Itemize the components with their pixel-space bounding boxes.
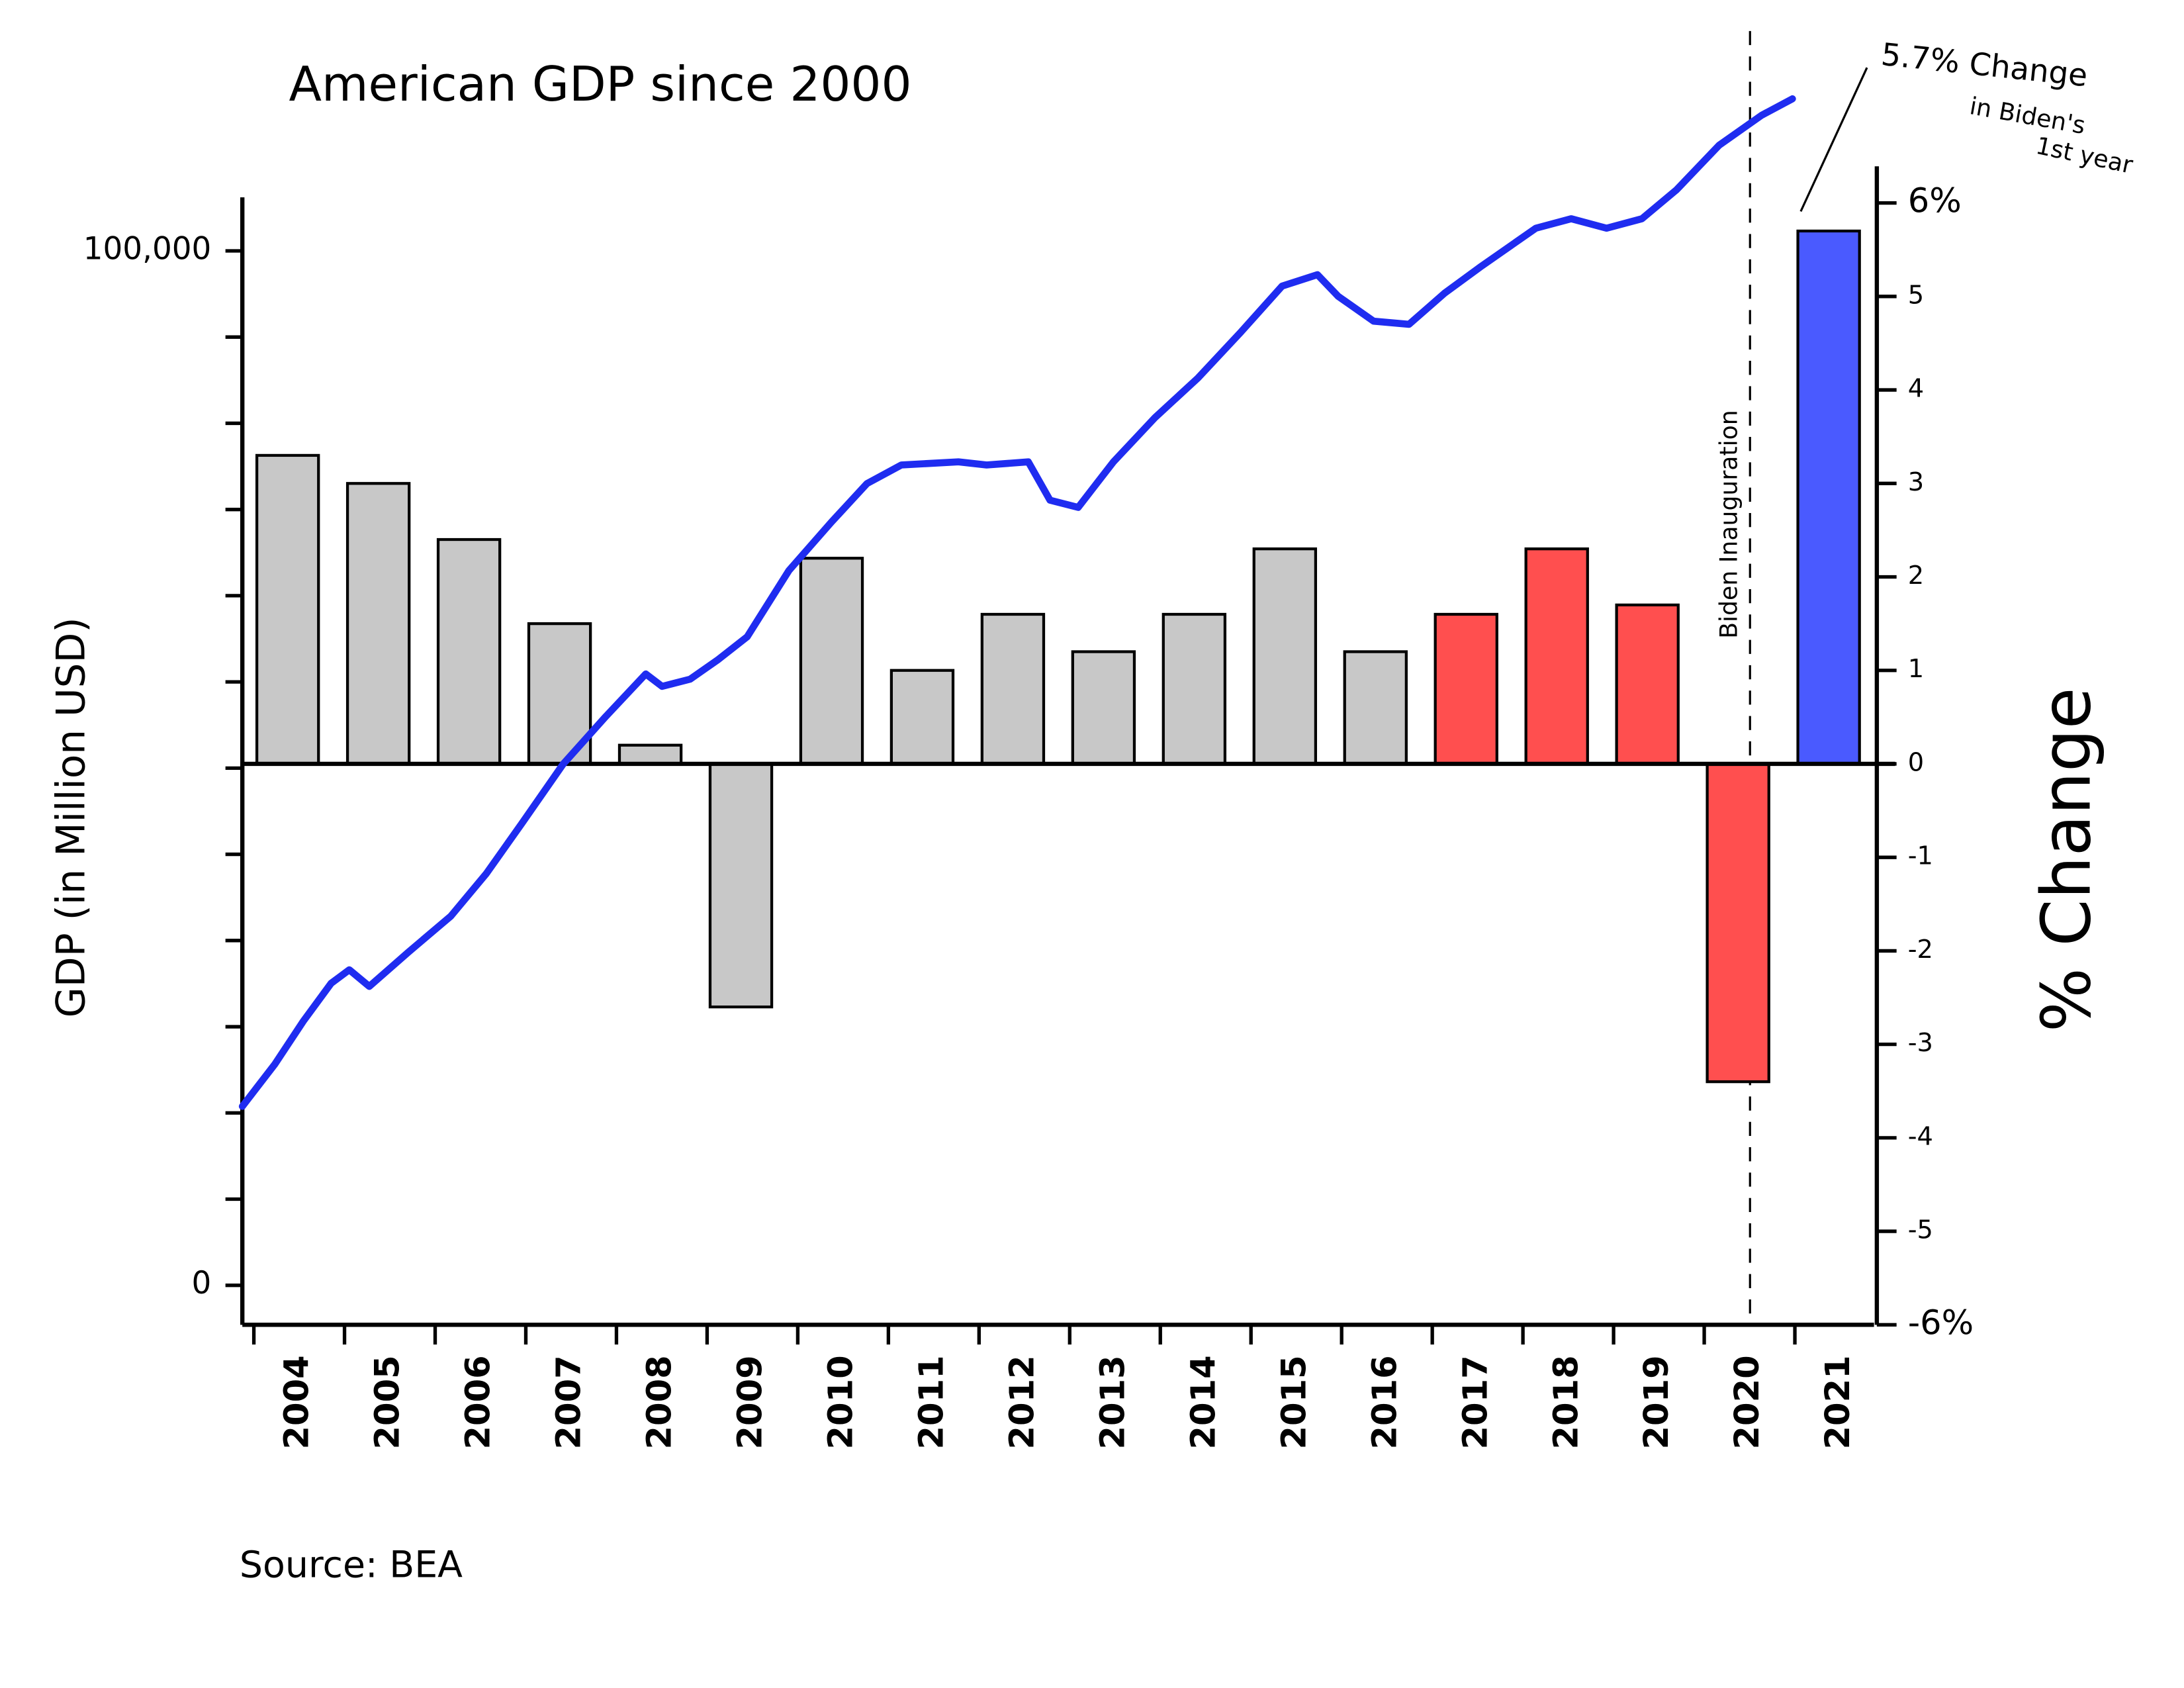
bar xyxy=(889,669,955,766)
y2-tick-label: 6% xyxy=(1908,182,1962,221)
x-tick-label: 2015 xyxy=(1275,1355,1314,1449)
bar xyxy=(980,612,1046,766)
x-tick-label: 2008 xyxy=(641,1355,680,1449)
chart-title: American GDP since 2000 xyxy=(289,57,911,113)
x-tick-label: 2012 xyxy=(1003,1355,1042,1449)
x-tick-label: 2004 xyxy=(278,1355,317,1449)
y-tick-label: 0 xyxy=(192,1266,212,1301)
bar xyxy=(708,762,774,1009)
bar xyxy=(1706,762,1770,1084)
x-tick-label: 2013 xyxy=(1093,1355,1132,1449)
y-tick-label: 100,000 xyxy=(83,231,212,267)
bar xyxy=(1161,612,1227,766)
y2-tick-label: -1 xyxy=(1908,841,1933,871)
bar xyxy=(1252,547,1318,766)
x-tick-label: 2005 xyxy=(369,1355,408,1449)
y2-tick-label: -5 xyxy=(1908,1215,1933,1245)
bar xyxy=(1071,650,1136,766)
y2-tick-label: -4 xyxy=(1908,1121,1933,1151)
x-tick-label: 2011 xyxy=(912,1355,951,1449)
inauguration-label: Biden Inauguration xyxy=(1714,410,1743,639)
y2-tick-label: 2 xyxy=(1908,561,1924,590)
x-tick-label: 2020 xyxy=(1728,1355,1767,1449)
y-axis-label: GDP (in Million USD) xyxy=(48,617,94,1017)
y2-tick-label: -6% xyxy=(1908,1303,1974,1342)
y2-axis-label: % Change xyxy=(2028,687,2107,1032)
bar xyxy=(1343,650,1408,766)
y2-tick-label: 1 xyxy=(1908,654,1924,684)
bar xyxy=(436,538,502,766)
y2-tick-label: -2 xyxy=(1908,935,1933,964)
x-tick-label: 2007 xyxy=(550,1355,589,1449)
bar xyxy=(345,482,411,766)
bar xyxy=(799,557,864,766)
bar xyxy=(255,453,320,766)
bar xyxy=(1433,612,1498,766)
y2-tick-label: 4 xyxy=(1908,374,1924,404)
x-tick-label: 2006 xyxy=(459,1355,498,1449)
x-tick-label: 2021 xyxy=(1819,1355,1858,1449)
x-tick-label: 2010 xyxy=(822,1355,861,1449)
y2-tick-label: 5 xyxy=(1908,280,1924,310)
annotation-leader xyxy=(1799,67,1868,212)
bar xyxy=(1524,547,1589,766)
y2-tick-label: 0 xyxy=(1908,747,1924,777)
x-tick-label: 2016 xyxy=(1365,1355,1404,1449)
bar xyxy=(1796,229,1861,766)
gdp-line xyxy=(238,95,1796,1110)
x-tick-label: 2018 xyxy=(1547,1355,1586,1449)
y2-tick-label: -3 xyxy=(1908,1028,1933,1058)
x-tick-label: 2009 xyxy=(731,1355,770,1449)
x-tick-label: 2017 xyxy=(1456,1355,1495,1449)
source-note: Source: BEA xyxy=(240,1544,463,1587)
y2-tick-label: 3 xyxy=(1908,467,1924,497)
x-tick-label: 2019 xyxy=(1637,1355,1676,1449)
bar xyxy=(617,743,683,766)
bar xyxy=(1615,603,1680,766)
x-tick-label: 2014 xyxy=(1184,1355,1223,1449)
